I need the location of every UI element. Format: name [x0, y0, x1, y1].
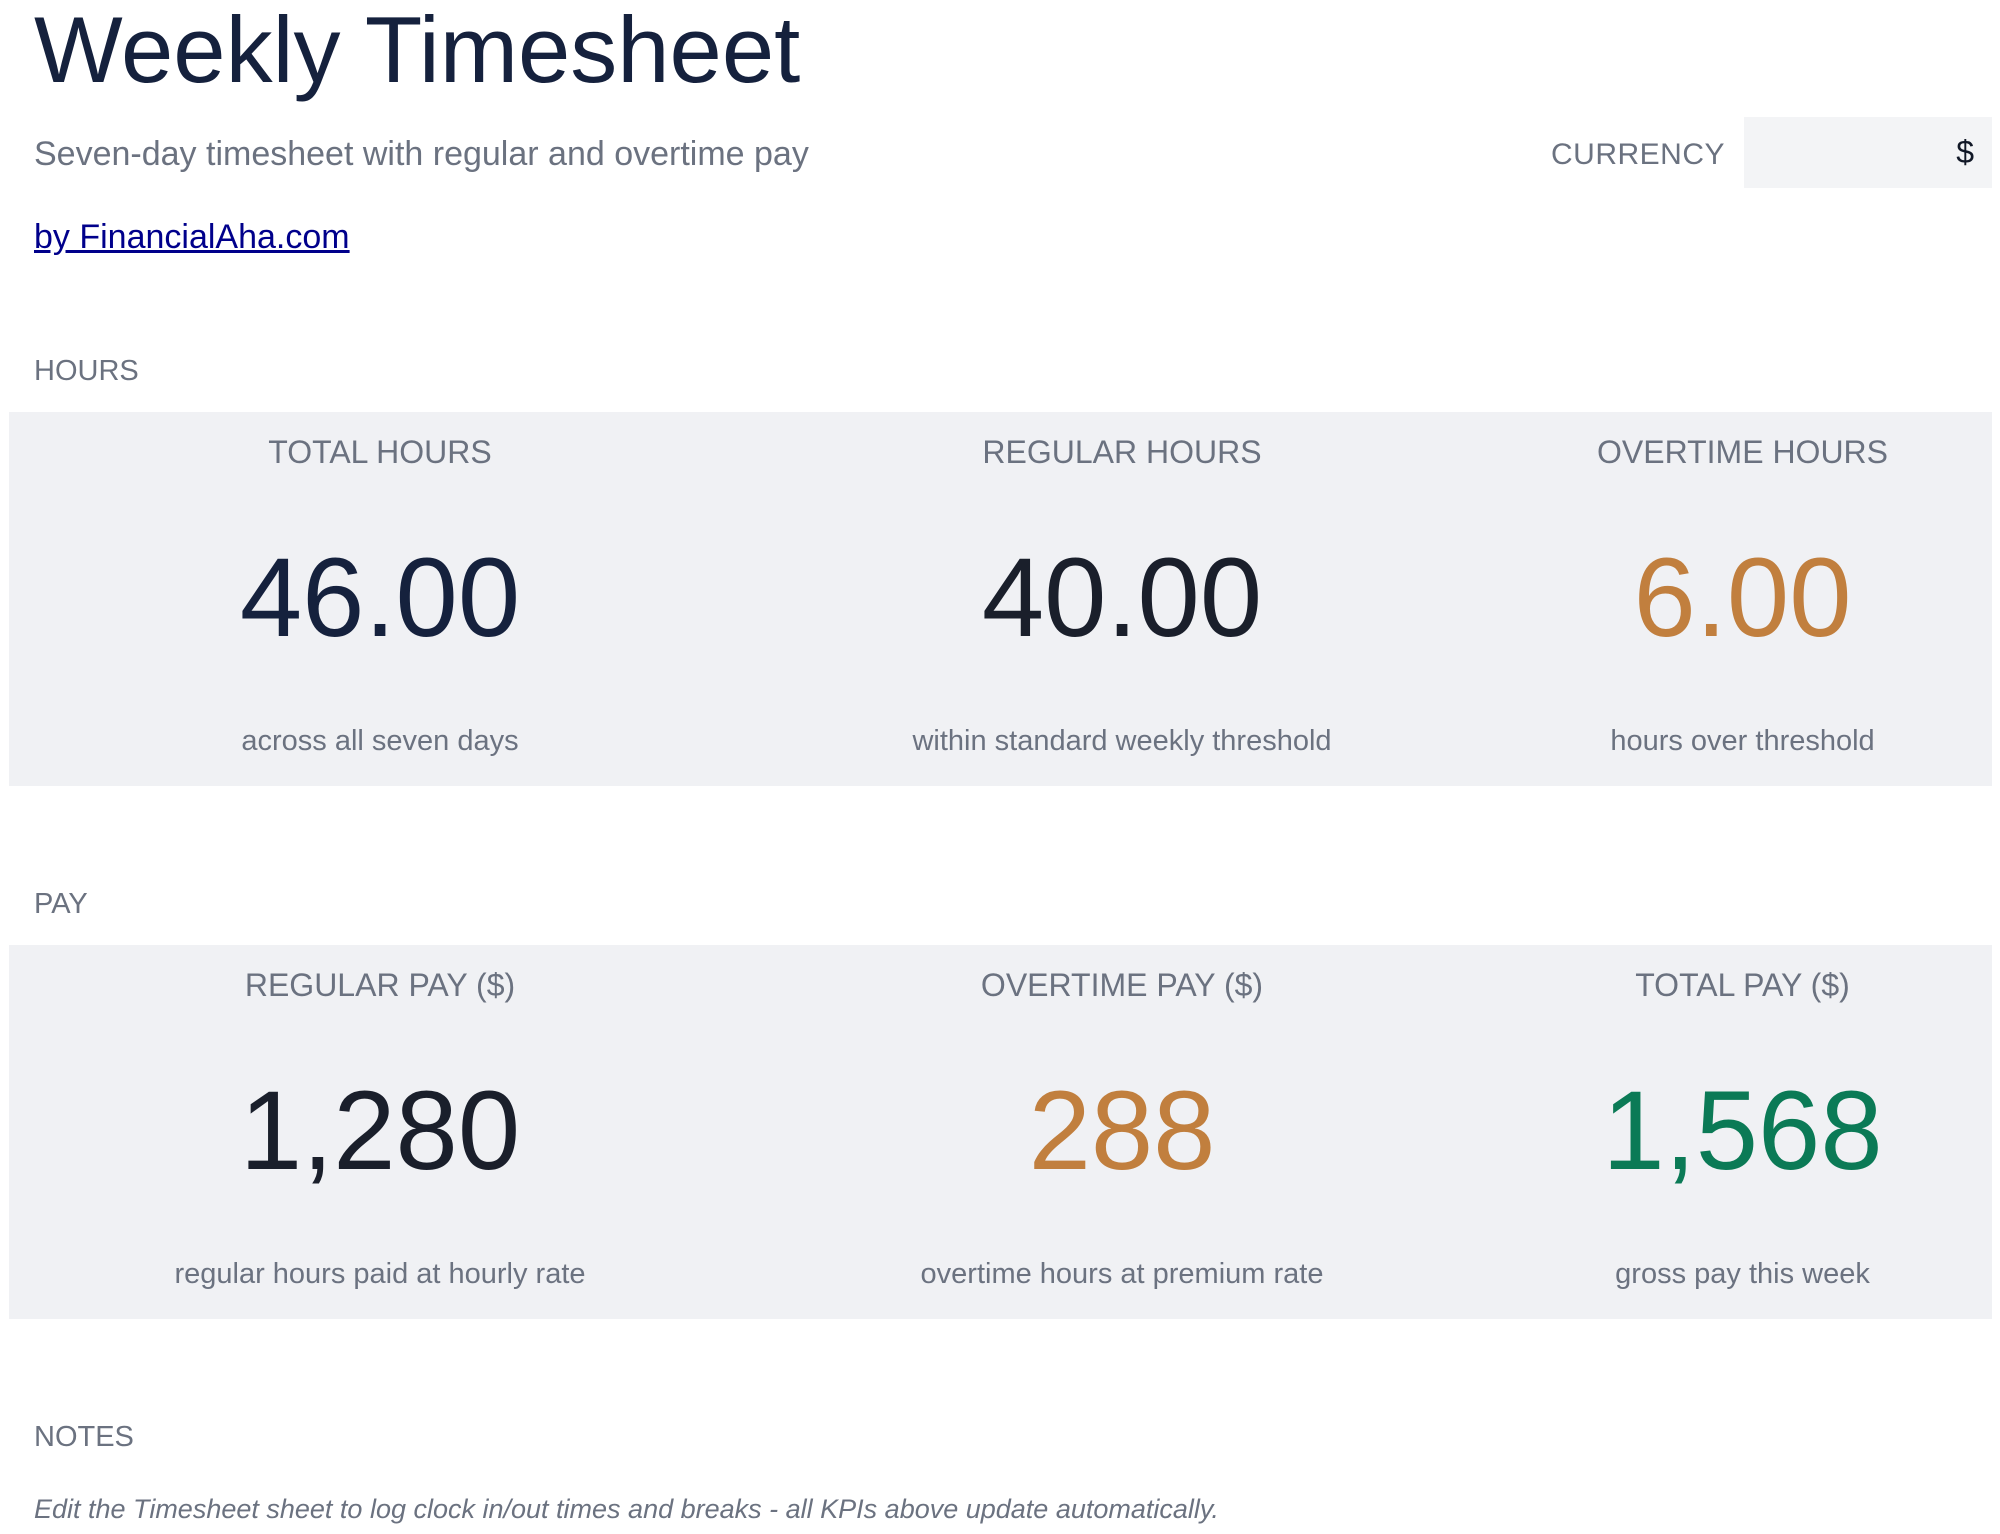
kpi-card-total-hours: TOTAL HOURS 46.00 across all seven days — [9, 412, 751, 786]
kpi-value: 6.00 — [1633, 535, 1852, 660]
kpi-label: TOTAL PAY ($) — [1635, 967, 1850, 1003]
kpi-note: across all seven days — [241, 725, 519, 757]
notes-text: Edit the Timesheet sheet to log clock in… — [34, 1494, 1219, 1524]
kpi-value: 40.00 — [981, 535, 1263, 660]
section-label-notes: NOTES — [34, 1421, 134, 1453]
kpi-label: REGULAR PAY ($) — [244, 967, 516, 1003]
kpi-card-overtime-pay: OVERTIME PAY ($) 288 overtime hours at p… — [751, 945, 1493, 1319]
kpi-note: within standard weekly threshold — [912, 725, 1332, 757]
kpi-value: 288 — [1028, 1068, 1216, 1193]
kpi-note: overtime hours at premium rate — [920, 1258, 1324, 1290]
kpi-card-regular-hours: REGULAR HOURS 40.00 within standard week… — [751, 412, 1493, 786]
kpi-label: OVERTIME PAY ($) — [980, 967, 1264, 1003]
section-label-hours: HOURS — [34, 355, 139, 387]
kpi-label: TOTAL HOURS — [268, 434, 492, 470]
kpi-card-total-pay: TOTAL PAY ($) 1,568 gross pay this week — [1493, 945, 1992, 1319]
page-subtitle: Seven-day timesheet with regular and ove… — [34, 135, 809, 173]
kpi-note: gross pay this week — [1615, 1258, 1870, 1290]
kpi-card-regular-pay: REGULAR PAY ($) 1,280 regular hours paid… — [9, 945, 751, 1319]
currency-input[interactable]: $ — [1744, 117, 1992, 188]
kpi-note: hours over threshold — [1610, 725, 1875, 757]
kpi-label: OVERTIME HOURS — [1597, 434, 1888, 470]
kpi-value: 46.00 — [239, 535, 521, 660]
hours-kpi-panel: TOTAL HOURS 46.00 across all seven days … — [9, 412, 1992, 786]
kpi-note: regular hours paid at hourly rate — [174, 1258, 586, 1290]
section-label-pay: PAY — [34, 888, 88, 920]
byline-link[interactable]: by FinancialAha.com — [34, 218, 350, 256]
kpi-card-overtime-hours: OVERTIME HOURS 6.00 hours over threshold — [1493, 412, 1992, 786]
kpi-value: 1,568 — [1602, 1068, 1883, 1193]
currency-label: CURRENCY — [1551, 138, 1726, 171]
kpi-value: 1,280 — [239, 1068, 521, 1193]
kpi-label: REGULAR HOURS — [982, 434, 1262, 470]
pay-kpi-panel: REGULAR PAY ($) 1,280 regular hours paid… — [9, 945, 1992, 1319]
page-title: Weekly Timesheet — [34, 0, 801, 102]
